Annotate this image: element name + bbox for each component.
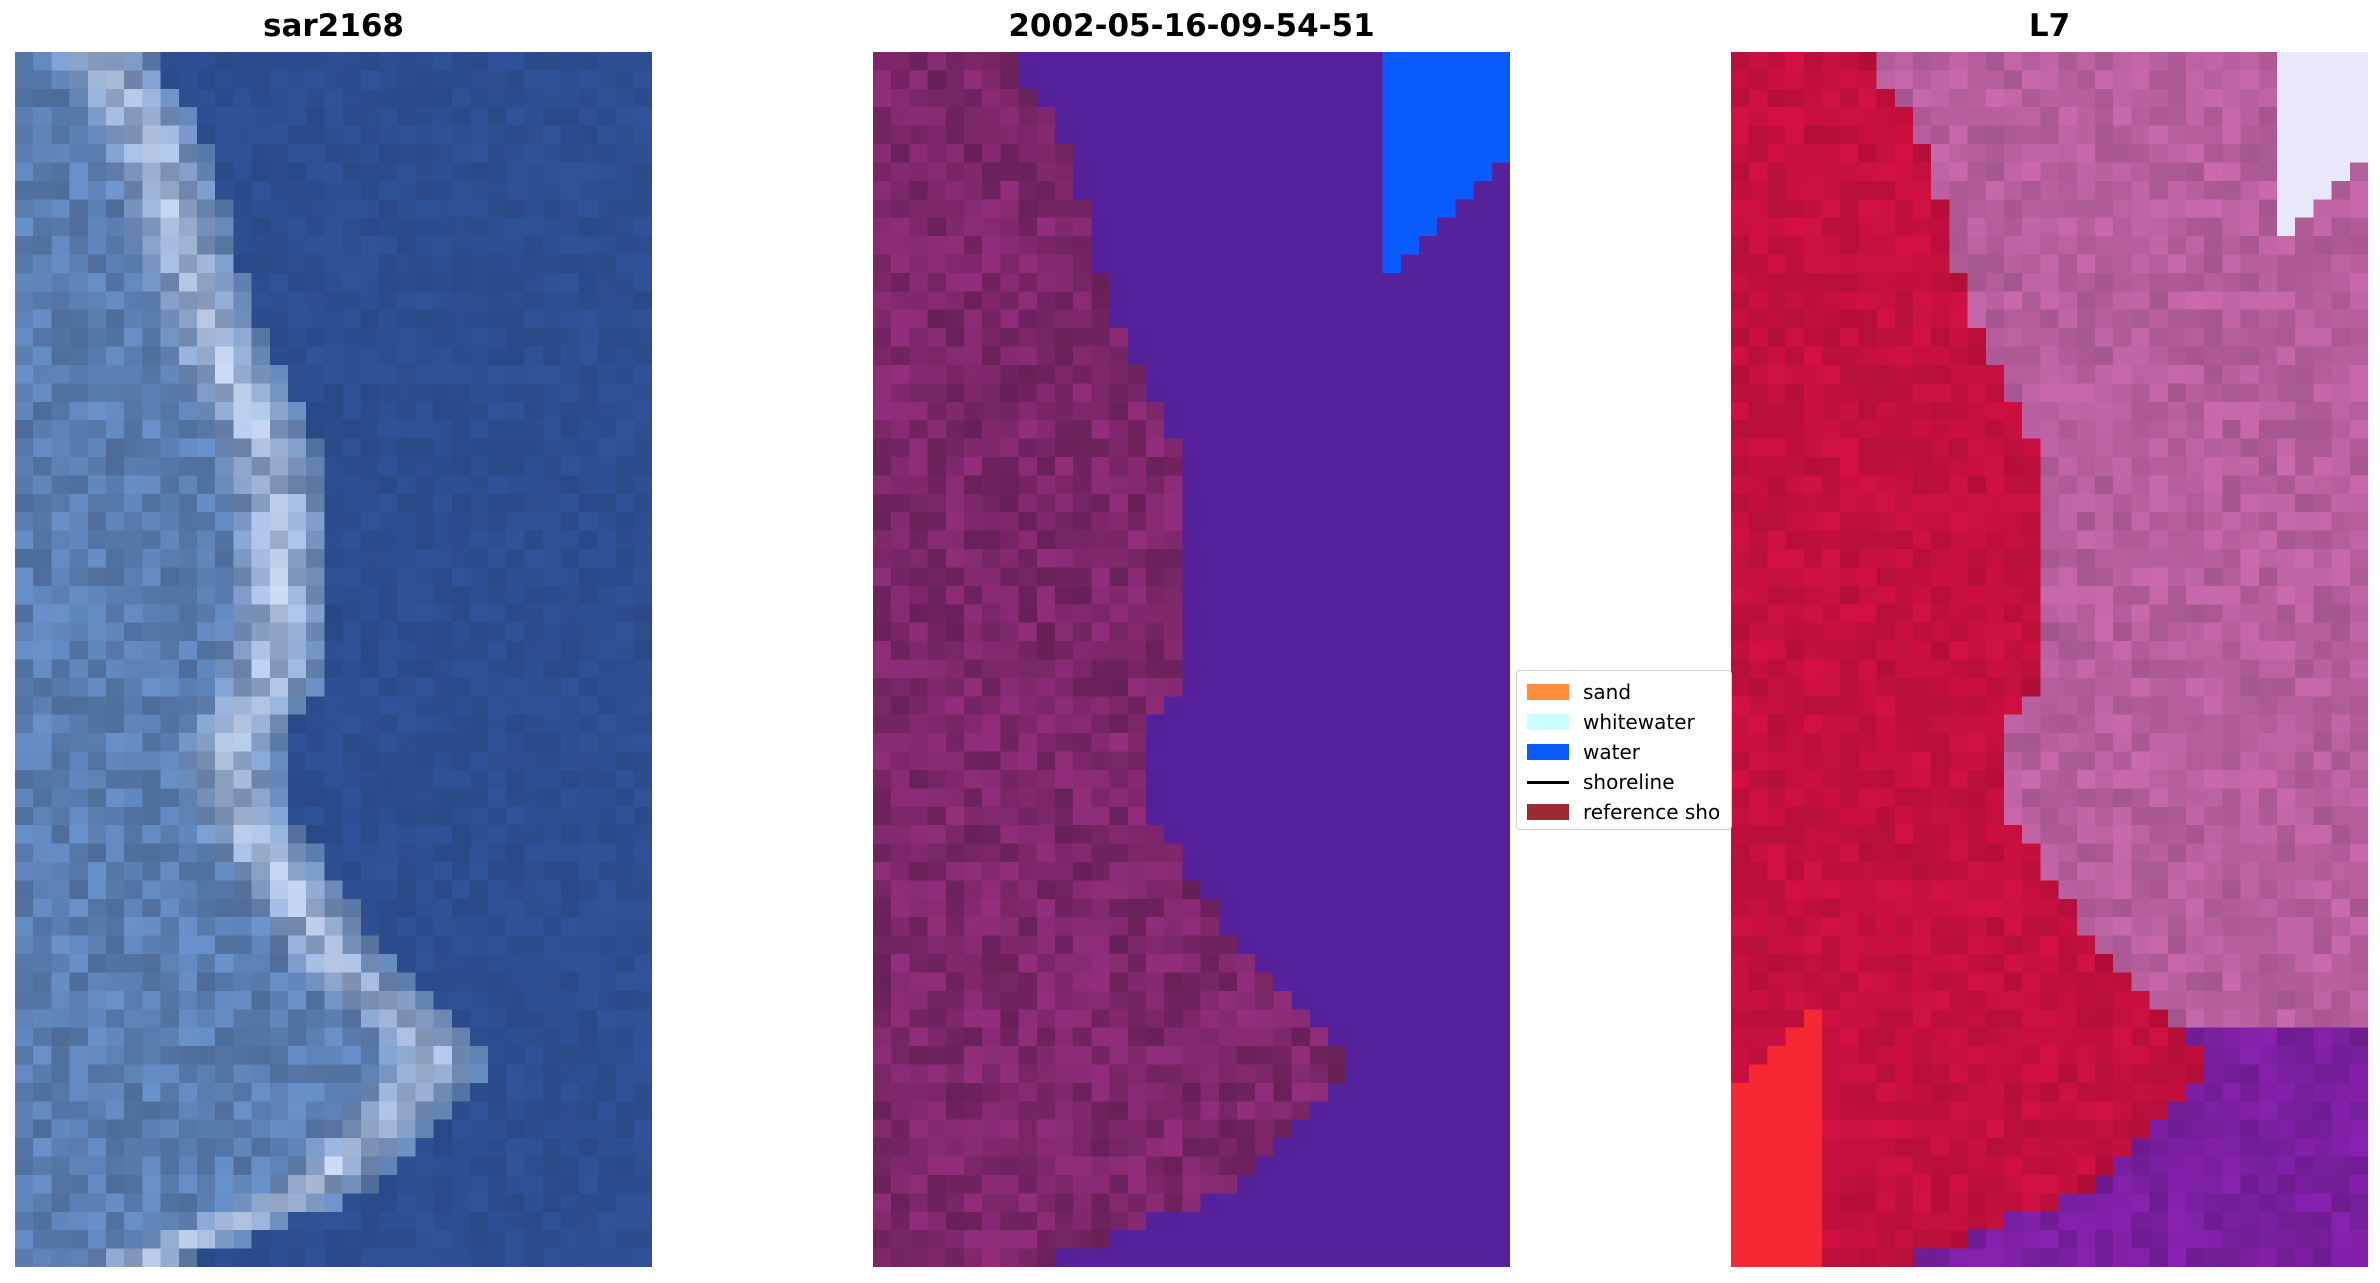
rgb-satellite-image xyxy=(15,52,652,1267)
legend-label-shoreline: shoreline xyxy=(1583,770,1675,794)
legend-item-water: water xyxy=(1527,740,1640,764)
rgb-satellite-raster xyxy=(15,52,652,1267)
legend-label-whitewater: whitewater xyxy=(1583,710,1695,734)
panel-title-rgb: sar2168 xyxy=(263,8,404,44)
index-raster xyxy=(1731,52,2368,1267)
whitewater-swatch xyxy=(1527,714,1569,730)
legend-label-reference-shoreline: reference sho xyxy=(1583,800,1721,824)
legend-item-sand: sand xyxy=(1527,680,1632,704)
legend-label-sand: sand xyxy=(1583,680,1632,704)
water-swatch xyxy=(1527,744,1569,760)
shoreline-line-swatch xyxy=(1527,780,1569,784)
legend-item-whitewater: whitewater xyxy=(1527,710,1695,734)
legend-item-shoreline: shoreline xyxy=(1527,770,1675,794)
classified-image xyxy=(873,52,1510,1267)
classified-raster xyxy=(873,52,1510,1267)
sand-swatch xyxy=(1527,684,1569,700)
reference-shoreline-swatch xyxy=(1527,804,1569,820)
panel-title-index: L7 xyxy=(2028,8,2071,44)
index-image xyxy=(1731,52,2368,1267)
legend-item-reference-shoreline: reference sho xyxy=(1527,800,1721,824)
legend: sand whitewater water shoreline referenc… xyxy=(1516,670,1732,830)
panel-title-classified: 2002-05-16-09-54-51 xyxy=(1008,8,1375,44)
legend-label-water: water xyxy=(1583,740,1640,764)
